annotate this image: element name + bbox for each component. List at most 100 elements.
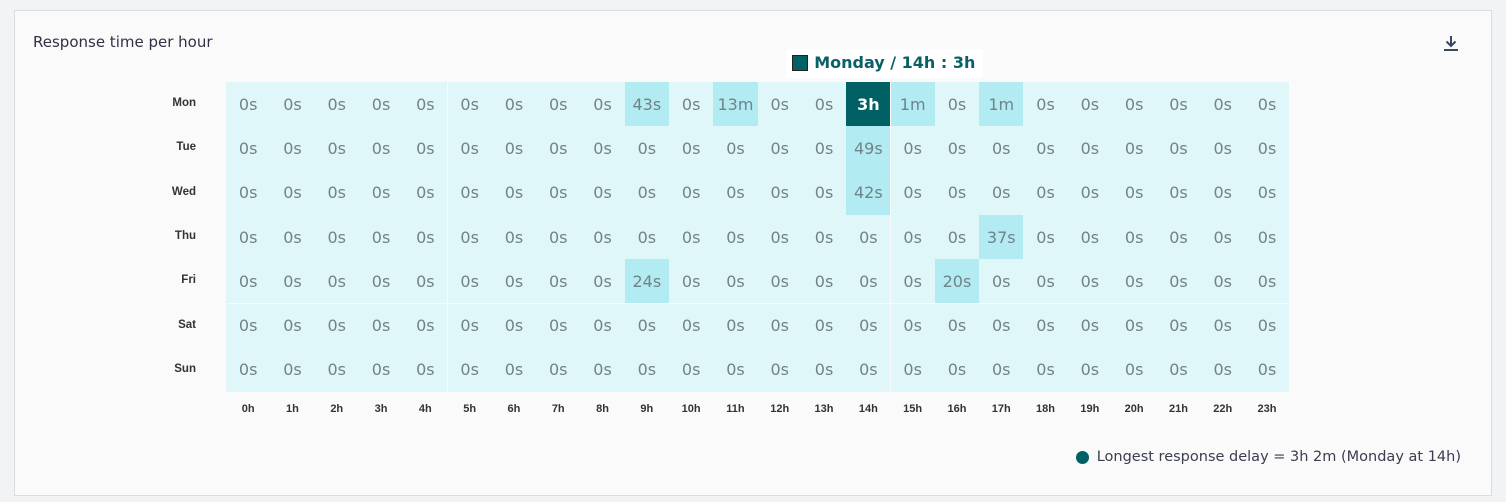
heatmap-cell-sat-22h[interactable]: 0s bbox=[1200, 303, 1245, 348]
heatmap-cell-fri-15h[interactable]: 0s bbox=[890, 259, 935, 304]
heatmap-cell-mon-8h[interactable]: 0s bbox=[580, 82, 625, 127]
heatmap-cell-sat-5h[interactable]: 0s bbox=[447, 303, 492, 348]
heatmap-cell-sun-7h[interactable]: 0s bbox=[536, 347, 581, 393]
heatmap-cell-mon-13h[interactable]: 0s bbox=[801, 82, 847, 127]
heatmap-cell-mon-11h[interactable]: 13m bbox=[713, 82, 758, 127]
heatmap-cell-mon-7h[interactable]: 0s bbox=[536, 82, 581, 127]
heatmap-cell-sat-19h[interactable]: 0s bbox=[1067, 303, 1112, 348]
heatmap-cell-sat-10h[interactable]: 0s bbox=[669, 303, 714, 348]
heatmap-cell-mon-2h[interactable]: 0s bbox=[314, 82, 359, 127]
heatmap-cell-sat-7h[interactable]: 0s bbox=[536, 303, 581, 348]
heatmap-cell-sun-11h[interactable]: 0s bbox=[713, 347, 758, 393]
heatmap-cell-tue-17h[interactable]: 0s bbox=[979, 126, 1024, 171]
heatmap-cell-fri-3h[interactable]: 0s bbox=[358, 259, 404, 304]
heatmap-cell-tue-9h[interactable]: 0s bbox=[624, 126, 669, 171]
heatmap-cell-sun-8h[interactable]: 0s bbox=[580, 347, 625, 393]
heatmap-cell-thu-8h[interactable]: 0s bbox=[580, 214, 625, 260]
heatmap-cell-fri-6h[interactable]: 0s bbox=[491, 259, 537, 304]
heatmap-cell-sat-3h[interactable]: 0s bbox=[358, 303, 404, 348]
heatmap-cell-fri-22h[interactable]: 0s bbox=[1200, 259, 1245, 304]
heatmap-cell-wed-18h[interactable]: 0s bbox=[1023, 170, 1068, 215]
heatmap-cell-sat-16h[interactable]: 0s bbox=[934, 303, 980, 348]
heatmap-cell-sat-0h[interactable]: 0s bbox=[226, 303, 271, 348]
heatmap-cell-mon-23h[interactable]: 0s bbox=[1244, 82, 1290, 127]
heatmap-cell-sun-22h[interactable]: 0s bbox=[1200, 347, 1245, 393]
heatmap-cell-sun-2h[interactable]: 0s bbox=[314, 347, 359, 393]
heatmap-cell-sat-17h[interactable]: 0s bbox=[979, 303, 1024, 348]
heatmap-cell-thu-16h[interactable]: 0s bbox=[934, 214, 980, 260]
heatmap-cell-fri-5h[interactable]: 0s bbox=[447, 259, 492, 304]
heatmap-cell-wed-19h[interactable]: 0s bbox=[1067, 170, 1112, 215]
heatmap-cell-sat-21h[interactable]: 0s bbox=[1156, 303, 1201, 348]
heatmap-cell-wed-6h[interactable]: 0s bbox=[491, 170, 537, 215]
heatmap-cell-tue-15h[interactable]: 0s bbox=[890, 126, 935, 171]
heatmap-cell-fri-11h[interactable]: 0s bbox=[713, 259, 758, 304]
heatmap-cell-thu-6h[interactable]: 0s bbox=[491, 214, 537, 260]
heatmap-cell-mon-5h[interactable]: 0s bbox=[447, 82, 492, 127]
heatmap-cell-sat-20h[interactable]: 0s bbox=[1112, 303, 1157, 348]
heatmap-cell-wed-5h[interactable]: 0s bbox=[447, 170, 492, 215]
heatmap-cell-tue-16h[interactable]: 0s bbox=[934, 126, 980, 171]
heatmap-cell-sat-14h[interactable]: 0s bbox=[846, 303, 891, 348]
heatmap-cell-fri-8h[interactable]: 0s bbox=[580, 259, 625, 304]
heatmap-cell-tue-18h[interactable]: 0s bbox=[1023, 126, 1068, 171]
heatmap-cell-sun-0h[interactable]: 0s bbox=[226, 347, 271, 393]
heatmap-cell-sun-14h[interactable]: 0s bbox=[846, 347, 891, 393]
heatmap-cell-sun-1h[interactable]: 0s bbox=[270, 347, 315, 393]
heatmap-cell-fri-14h[interactable]: 0s bbox=[846, 259, 891, 304]
heatmap-cell-tue-8h[interactable]: 0s bbox=[580, 126, 625, 171]
heatmap-cell-sun-21h[interactable]: 0s bbox=[1156, 347, 1201, 393]
heatmap-cell-tue-2h[interactable]: 0s bbox=[314, 126, 359, 171]
heatmap-cell-thu-18h[interactable]: 0s bbox=[1023, 214, 1068, 260]
heatmap-cell-mon-16h[interactable]: 0s bbox=[934, 82, 980, 127]
heatmap-cell-wed-7h[interactable]: 0s bbox=[536, 170, 581, 215]
heatmap-cell-sun-3h[interactable]: 0s bbox=[358, 347, 404, 393]
heatmap-cell-sat-11h[interactable]: 0s bbox=[713, 303, 758, 348]
heatmap-cell-mon-4h[interactable]: 0s bbox=[403, 82, 448, 127]
heatmap-cell-fri-16h[interactable]: 20s bbox=[934, 259, 980, 304]
heatmap-cell-wed-20h[interactable]: 0s bbox=[1112, 170, 1157, 215]
heatmap-cell-mon-22h[interactable]: 0s bbox=[1200, 82, 1245, 127]
heatmap-cell-tue-23h[interactable]: 0s bbox=[1244, 126, 1290, 171]
heatmap-cell-tue-6h[interactable]: 0s bbox=[491, 126, 537, 171]
heatmap-cell-tue-21h[interactable]: 0s bbox=[1156, 126, 1201, 171]
heatmap-cell-wed-4h[interactable]: 0s bbox=[403, 170, 448, 215]
heatmap-cell-sun-6h[interactable]: 0s bbox=[491, 347, 537, 393]
heatmap-cell-tue-5h[interactable]: 0s bbox=[447, 126, 492, 171]
heatmap-cell-sat-13h[interactable]: 0s bbox=[801, 303, 847, 348]
heatmap-cell-wed-10h[interactable]: 0s bbox=[669, 170, 714, 215]
heatmap-cell-mon-15h[interactable]: 1m bbox=[890, 82, 935, 127]
heatmap-cell-tue-13h[interactable]: 0s bbox=[801, 126, 847, 171]
heatmap-cell-sat-2h[interactable]: 0s bbox=[314, 303, 359, 348]
heatmap-cell-sun-13h[interactable]: 0s bbox=[801, 347, 847, 393]
heatmap-cell-thu-21h[interactable]: 0s bbox=[1156, 214, 1201, 260]
heatmap-cell-wed-22h[interactable]: 0s bbox=[1200, 170, 1245, 215]
heatmap-cell-fri-7h[interactable]: 0s bbox=[536, 259, 581, 304]
heatmap-cell-thu-1h[interactable]: 0s bbox=[270, 214, 315, 260]
heatmap-cell-mon-9h[interactable]: 43s bbox=[624, 82, 669, 127]
heatmap-cell-thu-19h[interactable]: 0s bbox=[1067, 214, 1112, 260]
heatmap-cell-wed-0h[interactable]: 0s bbox=[226, 170, 271, 215]
download-button[interactable] bbox=[1441, 33, 1461, 53]
heatmap-cell-thu-23h[interactable]: 0s bbox=[1244, 214, 1290, 260]
heatmap-cell-sat-1h[interactable]: 0s bbox=[270, 303, 315, 348]
heatmap-cell-thu-11h[interactable]: 0s bbox=[713, 214, 758, 260]
heatmap-cell-fri-17h[interactable]: 0s bbox=[979, 259, 1024, 304]
heatmap-cell-sun-12h[interactable]: 0s bbox=[757, 347, 802, 393]
heatmap-cell-sat-4h[interactable]: 0s bbox=[403, 303, 448, 348]
heatmap-cell-wed-1h[interactable]: 0s bbox=[270, 170, 315, 215]
heatmap-cell-wed-12h[interactable]: 0s bbox=[757, 170, 802, 215]
heatmap-cell-mon-6h[interactable]: 0s bbox=[491, 82, 537, 127]
heatmap-cell-sun-19h[interactable]: 0s bbox=[1067, 347, 1112, 393]
heatmap-cell-sat-8h[interactable]: 0s bbox=[580, 303, 625, 348]
heatmap-cell-wed-3h[interactable]: 0s bbox=[358, 170, 404, 215]
heatmap-cell-wed-21h[interactable]: 0s bbox=[1156, 170, 1201, 215]
heatmap-cell-tue-20h[interactable]: 0s bbox=[1112, 126, 1157, 171]
heatmap-cell-sun-4h[interactable]: 0s bbox=[403, 347, 448, 393]
heatmap-cell-tue-22h[interactable]: 0s bbox=[1200, 126, 1245, 171]
heatmap-cell-sun-10h[interactable]: 0s bbox=[669, 347, 714, 393]
heatmap-cell-thu-20h[interactable]: 0s bbox=[1112, 214, 1157, 260]
heatmap-cell-thu-2h[interactable]: 0s bbox=[314, 214, 359, 260]
heatmap-cell-sun-18h[interactable]: 0s bbox=[1023, 347, 1068, 393]
heatmap-cell-thu-14h[interactable]: 0s bbox=[846, 214, 891, 260]
